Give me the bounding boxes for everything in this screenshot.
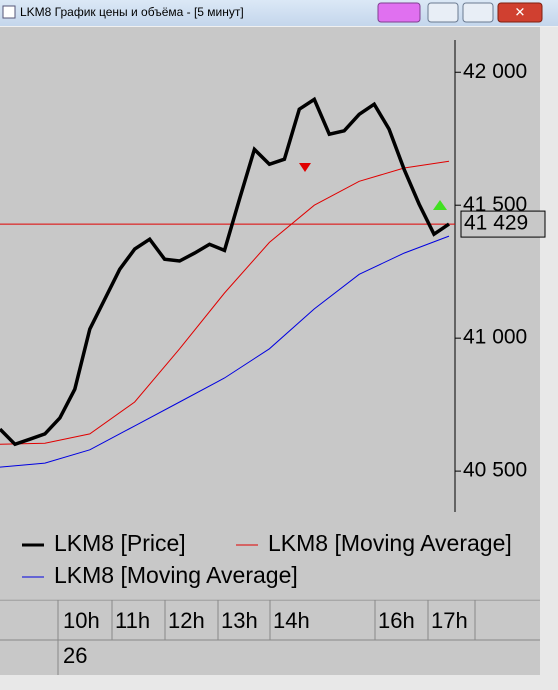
y-tick-label: 41 000 <box>463 326 527 349</box>
time-label: 17h <box>431 608 468 633</box>
link-button[interactable] <box>377 2 421 23</box>
sell-marker <box>299 163 311 172</box>
scrollbar-right <box>540 27 558 675</box>
y-tick-label: 42 000 <box>463 60 527 83</box>
close-button[interactable] <box>497 2 543 23</box>
buy-marker <box>433 200 447 210</box>
window-title: LKM8 График цены и объёма - [5 минут] <box>20 5 244 19</box>
time-label: 12h <box>168 608 205 633</box>
maximize-button[interactable] <box>462 2 494 23</box>
time-label: 11h <box>115 608 150 633</box>
window-icon <box>2 5 16 19</box>
y-tick-label: 40 500 <box>463 459 527 482</box>
day-label: 26 <box>63 643 87 668</box>
close-glyph: ✕ <box>515 4 526 19</box>
time-label: 13h <box>221 608 258 633</box>
scrollbar-bottom <box>0 675 558 690</box>
legend-area <box>0 517 540 599</box>
time-label: 16h <box>378 608 415 633</box>
current-price-box <box>460 210 546 238</box>
y-tick-label: 41 500 <box>463 193 527 216</box>
legend-label: LKM8 [Price] <box>54 530 186 556</box>
series-line <box>0 235 450 468</box>
series-line <box>0 96 450 447</box>
current-price-label: 41 429 <box>464 212 528 235</box>
series-line <box>0 160 450 445</box>
time-label: 14h <box>273 608 310 633</box>
chart-area <box>0 27 540 517</box>
minimize-button[interactable] <box>427 2 459 23</box>
legend-label: LKM8 [Moving Average] <box>268 530 512 556</box>
legend-label: LKM8 [Moving Average] <box>54 562 298 588</box>
time-label: 10h <box>63 608 100 633</box>
